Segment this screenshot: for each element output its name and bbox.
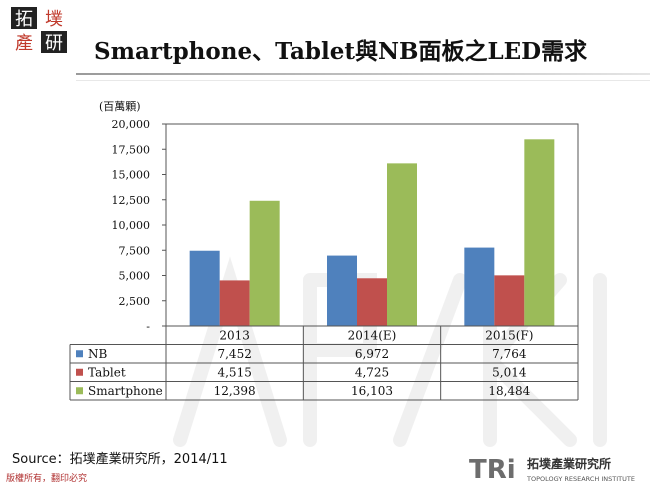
- title-divider: [76, 73, 650, 75]
- y-tick-label: 12,500: [112, 194, 151, 207]
- y-tick-label: 10,000: [112, 219, 151, 232]
- y-tick-label: 5,000: [119, 270, 151, 283]
- legend-label: Tablet: [88, 366, 126, 380]
- logo-char: 研: [45, 33, 63, 54]
- y-tick-label: 7,500: [119, 244, 151, 257]
- bar-nb-1: [327, 255, 357, 326]
- tri-name-en: TOPOLOGY RESEARCH INSTITUTE: [526, 475, 635, 483]
- title-divider-thin: [76, 80, 650, 81]
- category-label: 2015(F): [485, 329, 533, 343]
- y-tick-label: -: [146, 320, 150, 333]
- data-label: 18,484: [488, 384, 530, 398]
- bar-nb-0: [189, 250, 220, 326]
- data-label: 5,014: [492, 366, 527, 380]
- topology-logo: 拓 墣 產 研: [8, 4, 70, 56]
- data-label: 7,452: [217, 347, 251, 361]
- y-tick-label: 20,000: [112, 118, 151, 131]
- y-tick-label: 17,500: [112, 143, 151, 156]
- bar-tablet-2: [494, 275, 525, 326]
- legend-swatch: [76, 350, 83, 358]
- logo-char: 拓: [15, 9, 33, 30]
- bar-smartphone-2: [524, 139, 555, 326]
- data-label: 16,103: [351, 384, 393, 398]
- data-label: 12,398: [214, 384, 256, 398]
- data-label: 4,725: [355, 366, 389, 380]
- legend-label: Smartphone: [88, 384, 163, 398]
- tri-mark: TRi: [469, 455, 516, 485]
- data-label: 6,972: [355, 347, 389, 361]
- logo-char: 產: [15, 33, 33, 54]
- bar-tablet-1: [357, 278, 387, 326]
- legend-swatch: [76, 387, 83, 395]
- bar-nb-2: [464, 247, 495, 326]
- data-label: 7,764: [492, 347, 527, 361]
- category-label: 2014(E): [348, 329, 397, 343]
- bar-tablet-0: [219, 280, 250, 326]
- source-note: Source：拓墣產業研究所，2014/11: [12, 452, 228, 467]
- data-label: 4,515: [217, 366, 251, 380]
- bar-smartphone-1: [387, 163, 417, 326]
- copyright-note: 版權所有，翻印必究: [6, 474, 88, 484]
- page-title: Smartphone、Tablet與NB面板之LED需求: [94, 38, 588, 65]
- tri-name-cn: 拓墣產業研究所: [527, 456, 611, 471]
- bar-smartphone-0: [249, 200, 280, 326]
- category-label: 2013: [219, 329, 250, 343]
- y-tick-label: 15,000: [112, 169, 151, 182]
- logo-char: 墣: [45, 9, 63, 30]
- y-axis-unit-label: (百萬顆): [99, 100, 141, 113]
- legend-label: NB: [88, 347, 108, 361]
- y-tick-label: 2,500: [119, 295, 151, 308]
- legend-swatch: [76, 368, 83, 376]
- tri-logo: TRi 拓墣產業研究所 TOPOLOGY RESEARCH INSTITUTE: [469, 455, 635, 485]
